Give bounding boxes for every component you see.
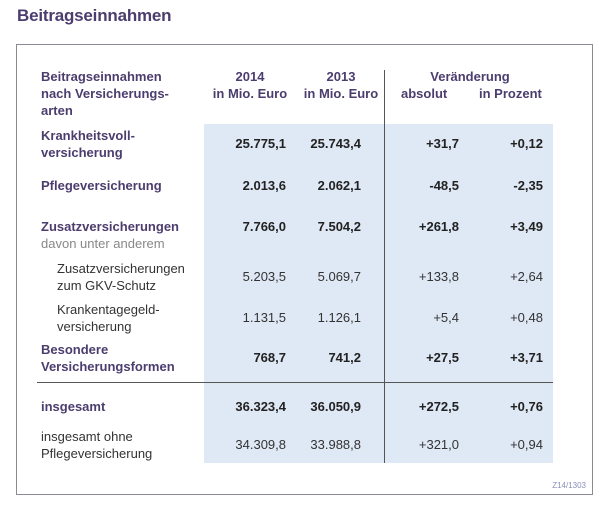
value-2013: 36.050,9 — [310, 399, 361, 414]
value-2013: 1.126,1 — [317, 310, 361, 325]
change-percent: +3,71 — [510, 350, 543, 365]
row-label: versicherung — [57, 319, 132, 334]
change-percent: -2,35 — [513, 178, 543, 193]
change-absolute: +321,0 — [418, 437, 459, 452]
value-2014: 7.766,0 — [242, 219, 286, 234]
value-background — [204, 124, 553, 463]
value-2013: 33.988,8 — [310, 437, 361, 452]
change-absolute: +261,8 — [418, 219, 459, 234]
year: 2014 — [235, 69, 265, 84]
header-line: arten — [41, 103, 73, 118]
change-absolute: -48,5 — [429, 178, 459, 193]
header-line: Beitragseinnahmen — [41, 69, 162, 84]
value-2014: 768,7 — [253, 350, 286, 365]
figure-code: Z14/1303 — [552, 481, 586, 490]
row-label: zum GKV-Schutz — [57, 278, 156, 293]
row-label: Pflegeversicherung — [41, 446, 153, 461]
row-sublabel: davon unter anderem — [41, 236, 165, 251]
value-2013: 25.743,4 — [310, 136, 361, 151]
row-label: insgesamt — [41, 399, 106, 414]
row-label: versicherung — [41, 145, 123, 160]
row-label: Zusatzversicherungen — [57, 261, 185, 276]
change-percent: +0,48 — [510, 310, 543, 325]
header-absolut: absolut — [401, 86, 448, 101]
header-label: Beitragseinnahmen nach Versicherungs- ar… — [41, 68, 169, 119]
table-frame — [16, 44, 593, 495]
value-2013: 2.062,1 — [317, 178, 361, 193]
value-2014: 34.309,8 — [235, 437, 286, 452]
change-absolute: +27,5 — [426, 350, 459, 365]
page-title: Beitragseinnahmen — [17, 6, 172, 25]
row-label: Pflegeversicherung — [41, 178, 162, 193]
header-change: Veränderung — [430, 69, 510, 84]
header-prozent: in Prozent — [479, 86, 542, 101]
value-2013: 741,2 — [328, 350, 361, 365]
value-2013: 5.069,7 — [317, 269, 361, 284]
change-absolute: +5,4 — [433, 310, 459, 325]
change-percent: +2,64 — [510, 269, 543, 284]
row-label: Besondere — [41, 342, 109, 357]
header-line: nach Versicherungs- — [41, 86, 169, 101]
change-absolute: +272,5 — [418, 399, 459, 414]
change-absolute: +133,8 — [418, 269, 459, 284]
header-2013: 2013 in Mio. Euro — [296, 68, 386, 102]
header-2014: 2014 in Mio. Euro — [205, 68, 295, 102]
year: 2013 — [326, 69, 356, 84]
value-2013: 7.504,2 — [317, 219, 361, 234]
row-label: Krankentagegeld- — [57, 302, 160, 317]
row-label: Krankheitsvoll- — [41, 128, 135, 143]
change-absolute: +31,7 — [426, 136, 459, 151]
unit: in Mio. Euro — [303, 86, 379, 101]
change-percent: +0,76 — [510, 399, 543, 414]
row-label: Zusatzversicherungen — [41, 219, 179, 234]
value-2014: 5.203,5 — [242, 269, 286, 284]
column-divider — [384, 70, 385, 463]
value-2014: 2.013,6 — [242, 178, 286, 193]
row-label: Versicherungsformen — [41, 359, 175, 374]
row-label: insgesamt ohne — [41, 429, 133, 444]
change-percent: +0,12 — [510, 136, 543, 151]
change-percent: +3,49 — [510, 219, 543, 234]
value-2014: 36.323,4 — [235, 399, 286, 414]
value-2014: 1.131,5 — [242, 310, 286, 325]
value-2014: 25.775,1 — [235, 136, 286, 151]
total-divider — [37, 382, 553, 383]
unit: in Mio. Euro — [212, 86, 288, 101]
change-percent: +0,94 — [510, 437, 543, 452]
